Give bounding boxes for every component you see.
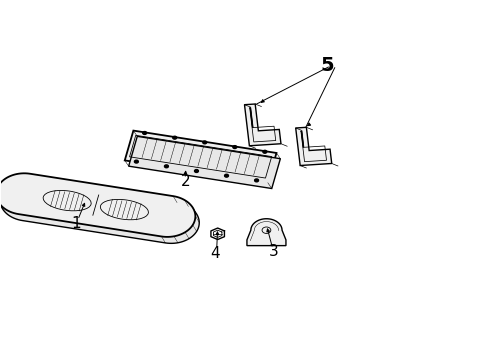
Circle shape (134, 160, 138, 163)
Text: 3: 3 (268, 244, 278, 259)
Circle shape (172, 136, 176, 139)
Circle shape (203, 141, 206, 144)
Bar (128, 136, 280, 189)
Text: 4: 4 (210, 246, 220, 261)
Polygon shape (244, 104, 281, 146)
Circle shape (164, 165, 168, 168)
Text: 1: 1 (71, 216, 81, 230)
Circle shape (194, 170, 198, 172)
Bar (129, 135, 271, 178)
Polygon shape (295, 127, 331, 166)
Polygon shape (246, 219, 285, 246)
Text: 2: 2 (181, 174, 190, 189)
Polygon shape (0, 180, 199, 243)
Circle shape (224, 174, 228, 177)
Circle shape (263, 150, 266, 153)
Circle shape (254, 179, 258, 182)
Circle shape (232, 146, 236, 149)
Text: 5: 5 (320, 56, 333, 75)
Circle shape (142, 131, 146, 134)
Bar (124, 131, 276, 183)
Polygon shape (0, 173, 195, 237)
